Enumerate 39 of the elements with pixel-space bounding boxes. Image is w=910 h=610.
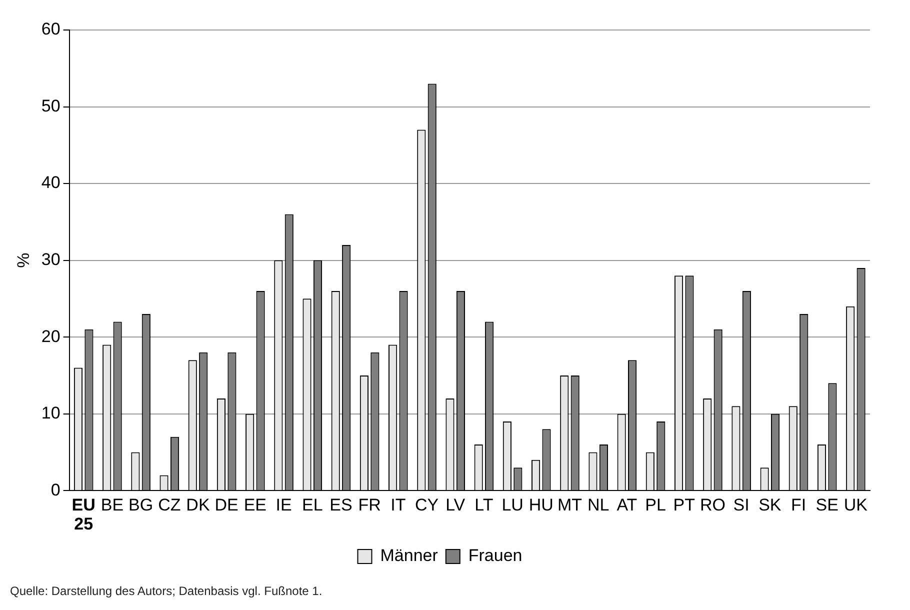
y-tick-label: 40 <box>41 173 60 192</box>
x-tick-label: LT <box>474 496 494 515</box>
x-tick-label: AT <box>616 496 638 515</box>
x-tick-label: PT <box>673 496 695 515</box>
x-tick-label: BG <box>128 496 154 515</box>
x-tick-label: IT <box>390 496 406 515</box>
x-tick-label: PL <box>645 496 666 515</box>
x-tick-label: SI <box>733 496 750 515</box>
y-tick-label: 0 <box>50 480 60 500</box>
x-tick-label: EL <box>302 496 323 515</box>
x-tick-label: ES <box>330 496 352 515</box>
x-tick-label: RO <box>700 496 726 515</box>
x-tick-label: HU <box>528 496 554 515</box>
x-tick-label: FR <box>358 496 381 515</box>
x-tick-label: SE <box>816 496 838 515</box>
x-tick-label: CZ <box>158 496 181 515</box>
x-tick-label: DK <box>186 496 210 515</box>
x-tick-label: EE <box>244 496 267 515</box>
y-tick-label: 30 <box>41 250 60 269</box>
x-tick-label: EU 25 <box>72 496 96 534</box>
source-note: Quelle: Darstellung des Autors; Datenbasis vgl. Fußnote 1. <box>10 584 322 598</box>
x-tick-label: LU <box>502 496 524 515</box>
x-tick-label: UK <box>844 496 868 515</box>
y-tick-label: 20 <box>41 326 60 346</box>
x-tick-label: CY <box>414 496 439 515</box>
x-tick-label: BE <box>100 496 124 515</box>
x-tick-label: MT <box>557 496 582 515</box>
y-axis-title: % <box>14 252 33 268</box>
y-tick-label: 10 <box>41 404 60 423</box>
y-tick-label: 50 <box>41 96 60 116</box>
x-tick-label: LV <box>446 496 466 515</box>
x-tick-label: SK <box>758 496 782 515</box>
x-tick-label: FI <box>790 496 806 515</box>
x-tick-label: IE <box>276 496 292 515</box>
legend-label: Männer <box>380 546 438 566</box>
x-tick-label: NL <box>587 496 610 515</box>
legend-label: Frauen <box>468 546 522 566</box>
y-tick-label: 60 <box>41 20 60 39</box>
x-tick-label: DE <box>214 496 238 515</box>
